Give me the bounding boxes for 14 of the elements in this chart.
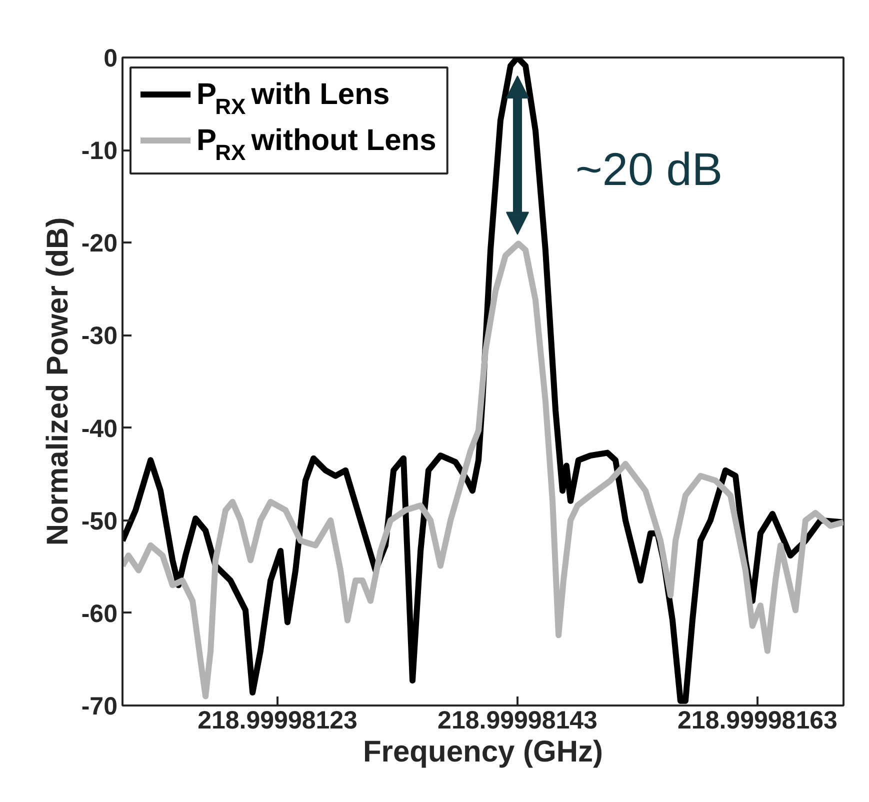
y-tick-label: -30: [81, 322, 118, 350]
y-tick-label: -60: [81, 600, 118, 628]
annotation: ~20 dB: [575, 143, 723, 196]
x-tick-label: 218.99998163: [678, 706, 838, 734]
y-tick-label: -40: [81, 414, 118, 443]
y-tick-label: -10: [81, 137, 118, 166]
y-axis-title: Normalized Power (dB): [41, 217, 74, 546]
y-tick-label: -50: [81, 507, 118, 536]
y-tick-label: -20: [81, 230, 118, 258]
x-tick-label: 218.99998143: [438, 706, 598, 734]
x-tick-label: 218.99998123: [198, 706, 358, 734]
y-tick-label: -70: [81, 692, 118, 720]
y-tick-label: 0: [104, 44, 118, 72]
x-axis-title: Frequency (GHz): [362, 736, 604, 768]
